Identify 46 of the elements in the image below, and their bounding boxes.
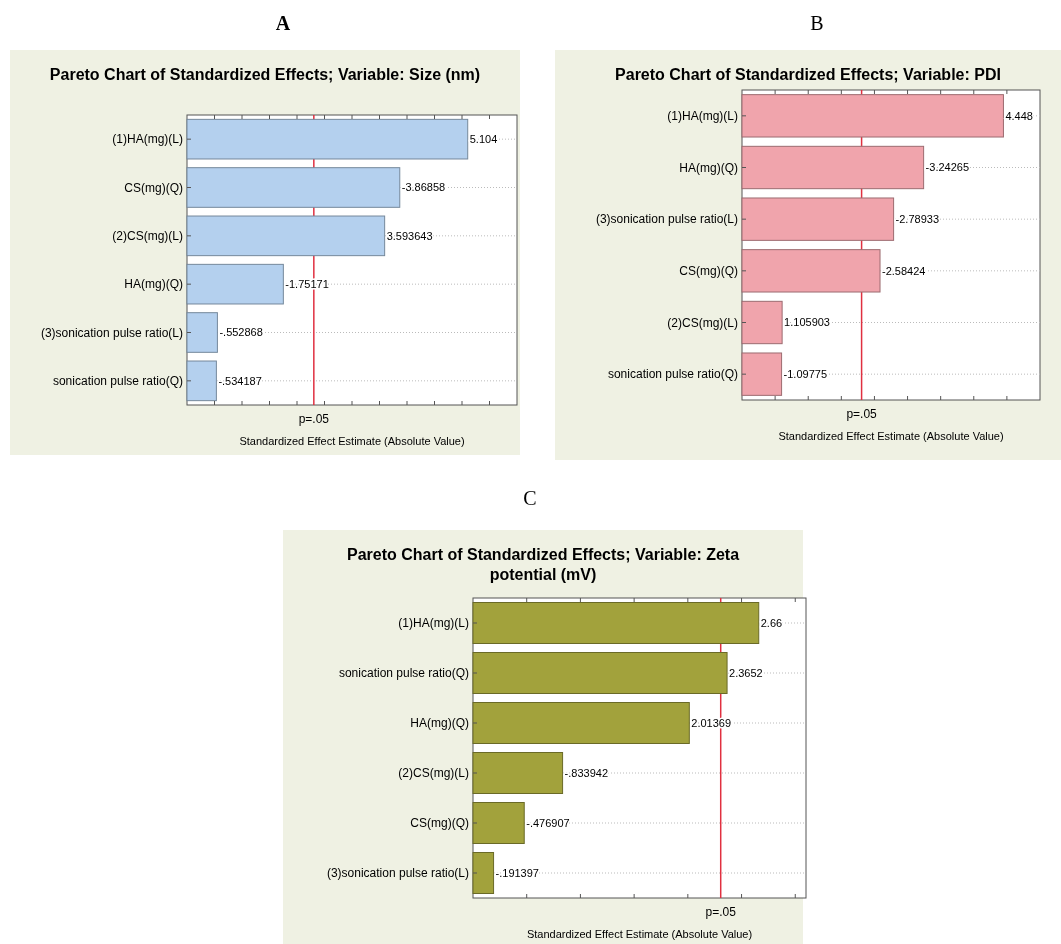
y-tick-label: (2)CS(mg)(L) <box>667 315 738 330</box>
y-tick-label: CS(mg)(Q) <box>124 180 183 195</box>
y-tick-label: CS(mg)(Q) <box>410 816 469 831</box>
annotation: -2.58424 <box>882 264 926 277</box>
y-tick-label: (1)HA(mg)(L) <box>667 109 738 124</box>
y-tick-label: CS(mg)(Q) <box>679 264 738 279</box>
y-tick-label: (3)sonication pulse ratio(L) <box>326 866 469 881</box>
ref-line-label: p=.05 <box>705 905 737 919</box>
annotation: -2.78933 <box>895 213 940 226</box>
chart-title: Pareto Chart of Standardized Effects; Variable: PDI <box>615 66 1001 83</box>
data-label: 3.593643 <box>386 229 433 242</box>
annotation: -.534187 <box>218 374 262 387</box>
annotation: -1.09775 <box>783 368 828 381</box>
y-tick-label: (2)CS(mg)(L) <box>398 766 469 781</box>
ref-line-label: p=.05 <box>298 412 330 426</box>
y-tick-label: (2)CS(mg)(L) <box>112 229 183 244</box>
annotation: -.476907 <box>526 816 570 829</box>
y-tick-label: sonication pulse ratio(Q) <box>607 367 738 382</box>
y-tick-label: HA(mg)(Q) <box>410 716 469 731</box>
ref-line-label: p=.05 <box>846 407 878 421</box>
annotation: -3.24265 <box>925 161 970 174</box>
data-label: 5.104 <box>469 133 498 146</box>
text: C <box>523 487 537 509</box>
x-axis-title: Standardized Effect Estimate (Absolute Value) <box>239 435 465 447</box>
y-tick-label: HA(mg)(Q) <box>124 277 183 292</box>
y-tick-label: sonication pulse ratio(Q) <box>52 374 183 389</box>
annotation: -.552868 <box>219 326 263 339</box>
y-tick-label: HA(mg)(Q) <box>679 160 738 175</box>
data-label: 1.105903 <box>784 316 831 329</box>
annotation: -3.86858 <box>401 181 446 194</box>
text: A <box>275 12 291 34</box>
x-axis-title: Standardized Effect Estimate (Absolute Value) <box>526 928 753 940</box>
y-tick-label: (1)HA(mg)(L) <box>398 616 469 631</box>
data-label: 2.66 <box>760 616 783 629</box>
chart-title: Pareto Chart of Standardized Effects; Variable: Size (nm) <box>49 66 481 83</box>
text: B <box>810 12 824 34</box>
y-tick-label: (1)HA(mg)(L) <box>112 132 183 147</box>
x-axis-title: Standardized Effect Estimate (Absolute Value) <box>778 430 1004 442</box>
annotation: -.191397 <box>495 866 539 879</box>
y-tick-label: sonication pulse ratio(Q) <box>338 666 469 681</box>
y-tick-label: (3)sonication pulse ratio(L) <box>40 325 183 340</box>
data-label: 4.448 <box>1005 109 1033 122</box>
annotation: -.833942 <box>564 766 609 779</box>
y-tick-label: (3)sonication pulse ratio(L) <box>595 212 738 227</box>
data-label: 2.3652 <box>729 666 763 679</box>
chart-title: Pareto Chart of Standardized Effects; Variable: Zeta potential (mV) <box>346 546 740 583</box>
